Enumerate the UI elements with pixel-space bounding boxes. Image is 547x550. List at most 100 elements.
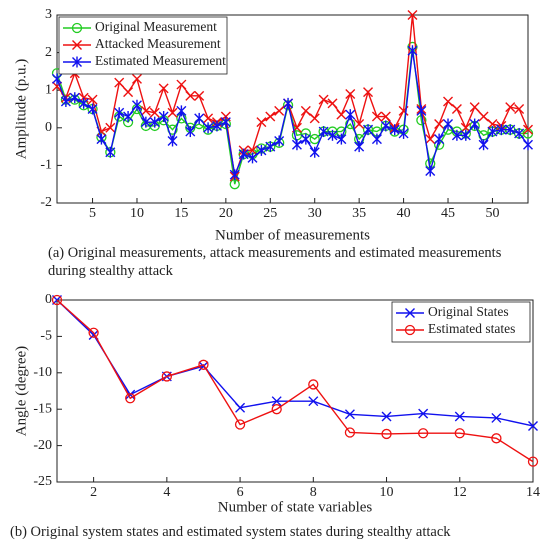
data-point [309, 133, 320, 145]
data-point [87, 94, 98, 105]
data-point [125, 393, 136, 404]
data-point [140, 116, 151, 128]
data-point [514, 127, 525, 139]
marker-stroke [469, 102, 480, 113]
data-point [523, 124, 533, 135]
data-point [203, 122, 214, 134]
data-point [238, 148, 249, 160]
data-point [345, 88, 356, 99]
x-tick-label: 10 [130, 206, 144, 221]
data-point [363, 124, 374, 136]
data-point [460, 129, 471, 141]
data-point [161, 371, 172, 382]
marker-stroke [308, 396, 319, 407]
marker-stroke [505, 102, 516, 113]
data-point [51, 294, 63, 306]
data-point [487, 119, 498, 130]
marker-stroke [363, 87, 374, 98]
marker-stroke [407, 10, 418, 20]
data-point [176, 79, 187, 90]
y-tick-label: 1 [45, 82, 52, 97]
marker-circle [418, 428, 429, 439]
marker-stroke [88, 329, 99, 340]
data-point [487, 126, 498, 138]
data-point [381, 428, 392, 440]
data-point [478, 139, 489, 151]
data-point [443, 118, 454, 130]
marker-stroke [198, 361, 209, 372]
marker-stroke [528, 420, 538, 431]
data-point [131, 99, 142, 111]
data-point [52, 81, 62, 92]
marker-stroke [309, 113, 320, 124]
y-axis-label: Amplitude (p.u.) [13, 59, 29, 159]
data-point [158, 111, 169, 123]
data-point [235, 402, 246, 413]
data-point [308, 379, 319, 390]
data-point [514, 104, 525, 114]
data-point [478, 111, 489, 122]
marker-circle [271, 404, 282, 415]
data-point [505, 124, 516, 136]
data-point [283, 97, 294, 109]
marker-stroke [114, 77, 125, 88]
data-point [434, 119, 445, 130]
data-point [167, 107, 178, 118]
data-point [318, 126, 329, 138]
y-tick-label: -5 [40, 329, 52, 344]
marker-circle [234, 419, 246, 430]
y-tick-label: -15 [33, 401, 52, 416]
series-line [56, 299, 534, 463]
data-point [88, 327, 99, 338]
data-point [418, 408, 429, 419]
y-tick-label: 3 [45, 7, 52, 22]
data-point [60, 95, 71, 107]
legend-marker [404, 324, 416, 336]
marker-stroke [247, 145, 258, 156]
x-tick-label: 15 [174, 206, 188, 221]
data-point [491, 433, 502, 444]
marker-stroke [434, 119, 445, 130]
data-point [114, 107, 125, 119]
data-point [407, 10, 418, 20]
marker-stroke [354, 119, 365, 130]
y-axis-label: Angle (degree) [13, 346, 29, 436]
data-point [291, 139, 302, 151]
data-point [105, 122, 116, 133]
x-tick-label: 45 [441, 206, 455, 221]
data-point [211, 120, 222, 132]
y-tick-label: -25 [33, 474, 52, 489]
data-point [496, 124, 507, 136]
data-point [380, 120, 391, 132]
data-point [234, 419, 246, 430]
data-point [149, 107, 160, 118]
data-point [354, 119, 365, 130]
data-point [527, 456, 539, 467]
data-point [309, 146, 320, 158]
y-tick-label: -20 [33, 438, 52, 453]
y-tick-label: 0 [45, 292, 52, 307]
data-point [425, 134, 436, 145]
data-point [451, 129, 462, 141]
data-point [336, 109, 347, 120]
y-tick-label: 0 [45, 120, 52, 135]
data-point [398, 127, 409, 139]
x-tick-label: 20 [219, 206, 233, 221]
marker-stroke [125, 389, 136, 400]
marker-stroke [72, 40, 82, 50]
x-tick-label: 30 [308, 206, 322, 221]
marker-circle [381, 428, 392, 440]
data-point [167, 135, 178, 147]
data-point [345, 109, 356, 121]
y-tick-label: -2 [40, 195, 52, 210]
x-tick-label: 4 [163, 485, 170, 500]
data-point [123, 111, 134, 123]
data-point [354, 141, 365, 153]
marker-stroke [454, 411, 465, 422]
x-tick-label: 14 [526, 485, 540, 500]
data-point [491, 412, 502, 423]
data-point [454, 428, 465, 439]
marker-circle [308, 379, 319, 390]
data-point [434, 133, 445, 145]
